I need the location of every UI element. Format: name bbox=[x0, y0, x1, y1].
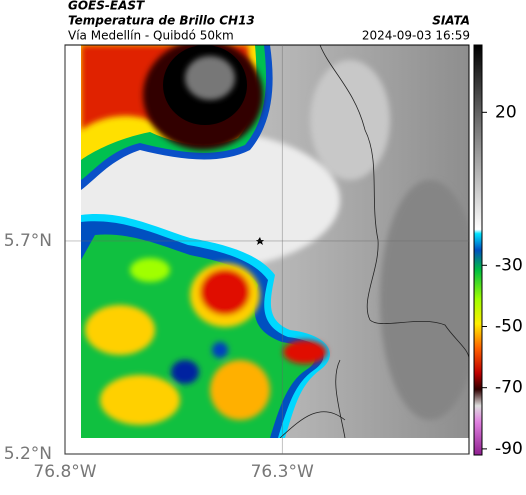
colorbar-tick-label: -70 bbox=[495, 378, 523, 398]
source: GOES-EAST bbox=[68, 0, 145, 13]
colorbar-tick-label: -90 bbox=[495, 439, 523, 459]
credit: SIATA bbox=[432, 14, 470, 28]
satellite-image bbox=[81, 45, 469, 438]
y-tick-label: 5.7°N bbox=[4, 231, 52, 251]
colorbar bbox=[473, 44, 483, 456]
colorbar-tick-label: -30 bbox=[495, 255, 523, 275]
subtitle: Vía Medellín - Quibdó 50km bbox=[68, 29, 234, 43]
title: Temperatura de Brillo CH13 bbox=[68, 14, 255, 28]
y-tick-label: 5.2°N bbox=[4, 444, 52, 464]
colorbar-tick-label: -50 bbox=[495, 316, 523, 336]
x-tick-label: 76.3°W bbox=[251, 462, 314, 482]
colorbar-tick-label: 20 bbox=[495, 102, 517, 122]
x-tick-label: 76.8°W bbox=[33, 462, 96, 482]
timestamp: 2024-09-03 16:59 bbox=[362, 29, 470, 43]
